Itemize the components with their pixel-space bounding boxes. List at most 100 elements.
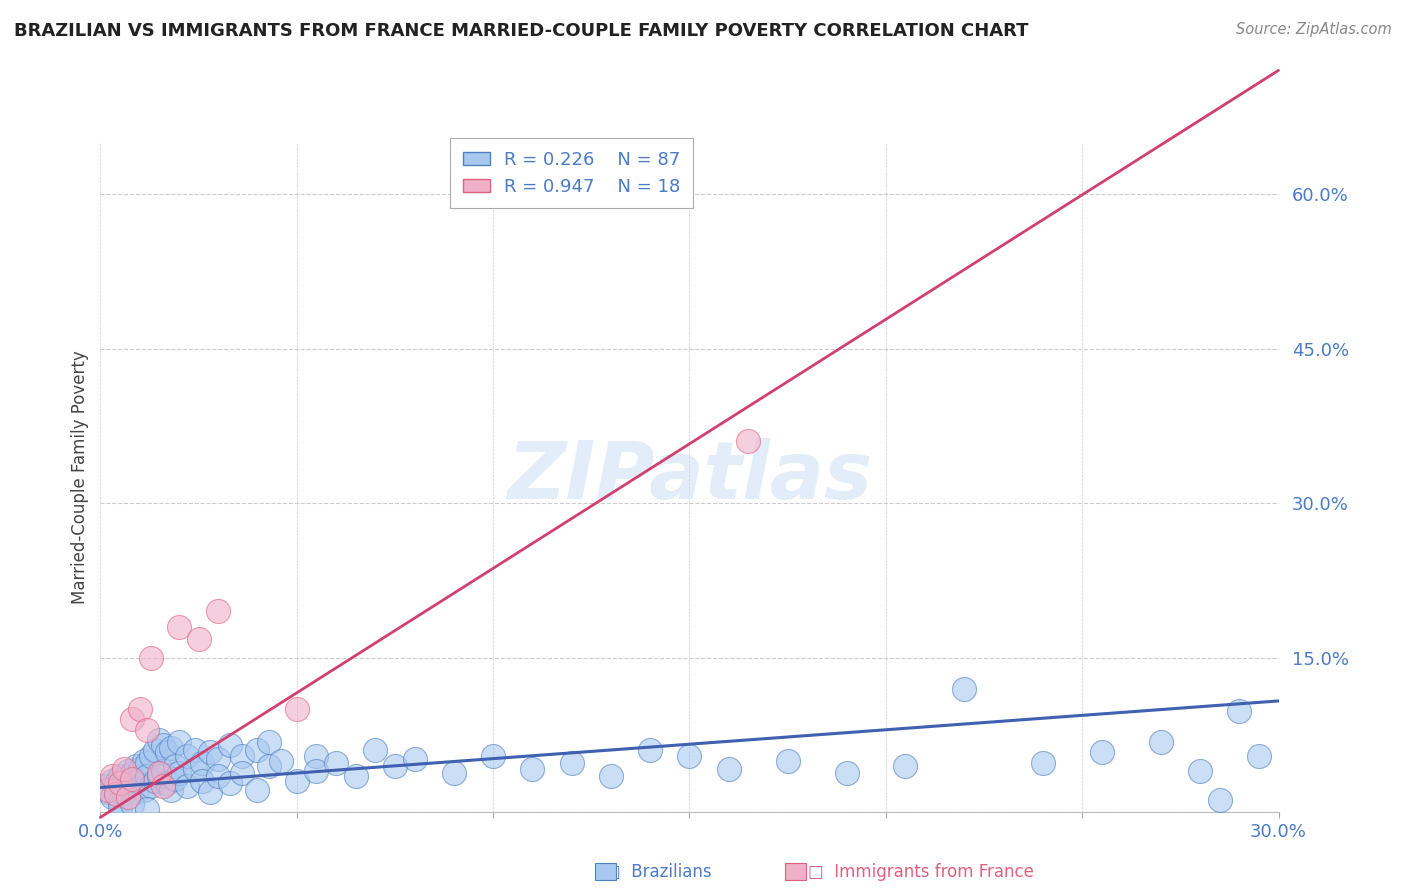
Point bbox=[141, 780, 163, 794]
Point bbox=[148, 733, 170, 747]
Point bbox=[108, 776, 131, 790]
Point bbox=[128, 772, 150, 787]
Point bbox=[121, 772, 143, 787]
Point bbox=[141, 748, 163, 763]
Point bbox=[482, 748, 505, 763]
Point bbox=[257, 735, 280, 749]
Point bbox=[384, 759, 406, 773]
Text: □  Brazilians: □ Brazilians bbox=[605, 863, 711, 881]
Point bbox=[132, 754, 155, 768]
Point bbox=[121, 776, 143, 790]
Text: BRAZILIAN VS IMMIGRANTS FROM FRANCE MARRIED-COUPLE FAMILY POVERTY CORRELATION CH: BRAZILIAN VS IMMIGRANTS FROM FRANCE MARR… bbox=[14, 22, 1029, 40]
Point bbox=[176, 780, 198, 794]
Point bbox=[141, 650, 163, 665]
Y-axis label: Married-Couple Family Poverty: Married-Couple Family Poverty bbox=[72, 351, 89, 604]
Point bbox=[176, 748, 198, 763]
Point bbox=[1227, 704, 1250, 718]
Point bbox=[344, 769, 367, 783]
Point bbox=[305, 764, 328, 778]
Point bbox=[737, 434, 759, 449]
Point bbox=[148, 769, 170, 783]
Point bbox=[285, 774, 308, 789]
Point bbox=[136, 769, 159, 783]
Point bbox=[117, 764, 139, 778]
Point bbox=[108, 769, 131, 783]
Point bbox=[219, 776, 242, 790]
Point bbox=[167, 620, 190, 634]
Point bbox=[364, 743, 387, 757]
Point bbox=[638, 743, 661, 757]
Legend: R = 0.226    N = 87, R = 0.947    N = 18: R = 0.226 N = 87, R = 0.947 N = 18 bbox=[450, 138, 693, 209]
Point bbox=[231, 766, 253, 780]
Point bbox=[776, 754, 799, 768]
Point bbox=[191, 774, 214, 789]
Point bbox=[207, 751, 229, 765]
Point bbox=[305, 748, 328, 763]
Point bbox=[183, 743, 205, 757]
Text: □  Immigrants from France: □ Immigrants from France bbox=[808, 863, 1035, 881]
Point bbox=[285, 702, 308, 716]
Point bbox=[167, 735, 190, 749]
Point bbox=[125, 784, 148, 798]
Point bbox=[246, 743, 269, 757]
Point bbox=[136, 723, 159, 737]
Point bbox=[522, 762, 544, 776]
Point bbox=[105, 787, 128, 801]
Point bbox=[152, 738, 174, 752]
Point bbox=[143, 774, 166, 789]
Point bbox=[894, 759, 917, 773]
Point bbox=[1091, 746, 1114, 760]
Point bbox=[121, 797, 143, 811]
Point bbox=[136, 756, 159, 770]
Point bbox=[101, 789, 124, 804]
Point bbox=[231, 748, 253, 763]
Point bbox=[128, 762, 150, 776]
Point bbox=[112, 762, 135, 776]
Point bbox=[599, 769, 621, 783]
Point bbox=[148, 766, 170, 780]
Point bbox=[835, 766, 858, 780]
Point bbox=[143, 743, 166, 757]
Point bbox=[207, 604, 229, 618]
Point bbox=[678, 748, 700, 763]
Point bbox=[125, 759, 148, 773]
Point bbox=[717, 762, 740, 776]
Point bbox=[112, 787, 135, 801]
Point bbox=[187, 632, 209, 646]
Point bbox=[219, 738, 242, 752]
Point bbox=[561, 756, 583, 770]
Point bbox=[132, 782, 155, 797]
Point bbox=[93, 780, 115, 794]
Point bbox=[183, 762, 205, 776]
Point bbox=[191, 756, 214, 770]
Point bbox=[128, 702, 150, 716]
Point bbox=[257, 759, 280, 773]
Text: Source: ZipAtlas.com: Source: ZipAtlas.com bbox=[1236, 22, 1392, 37]
Point bbox=[1188, 764, 1211, 778]
Point bbox=[1247, 748, 1270, 763]
Point bbox=[156, 746, 179, 760]
Point bbox=[200, 784, 222, 798]
Point bbox=[160, 782, 183, 797]
Point bbox=[105, 782, 128, 797]
Point bbox=[246, 782, 269, 797]
Point bbox=[1150, 735, 1173, 749]
Point bbox=[112, 772, 135, 787]
Point bbox=[953, 681, 976, 696]
Point bbox=[443, 766, 465, 780]
Point bbox=[97, 782, 120, 797]
Point bbox=[270, 754, 292, 768]
Point bbox=[160, 741, 183, 756]
Point bbox=[156, 776, 179, 790]
Point bbox=[1208, 793, 1230, 807]
Point bbox=[167, 766, 190, 780]
Point bbox=[1032, 756, 1054, 770]
Point bbox=[121, 766, 143, 780]
Point bbox=[101, 769, 124, 783]
Point bbox=[105, 776, 128, 790]
Point bbox=[152, 764, 174, 778]
Point bbox=[163, 772, 186, 787]
Point bbox=[101, 774, 124, 789]
Point bbox=[117, 780, 139, 794]
Point bbox=[163, 759, 186, 773]
